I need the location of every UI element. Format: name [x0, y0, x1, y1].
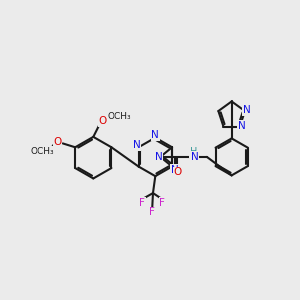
Text: O: O: [53, 137, 61, 147]
Text: N: N: [152, 130, 159, 140]
Text: O: O: [173, 167, 181, 177]
Text: OCH₃: OCH₃: [31, 147, 54, 156]
Text: O: O: [98, 116, 107, 127]
Text: OCH₃: OCH₃: [107, 112, 131, 121]
Text: F: F: [159, 198, 165, 208]
Text: H: H: [190, 147, 197, 157]
Text: N: N: [133, 140, 141, 150]
Text: N: N: [238, 121, 245, 131]
Text: N: N: [243, 105, 250, 115]
Text: F: F: [149, 207, 155, 217]
Text: N: N: [170, 165, 178, 175]
Text: F: F: [139, 198, 145, 208]
Text: N: N: [190, 152, 198, 162]
Text: N: N: [155, 152, 163, 162]
